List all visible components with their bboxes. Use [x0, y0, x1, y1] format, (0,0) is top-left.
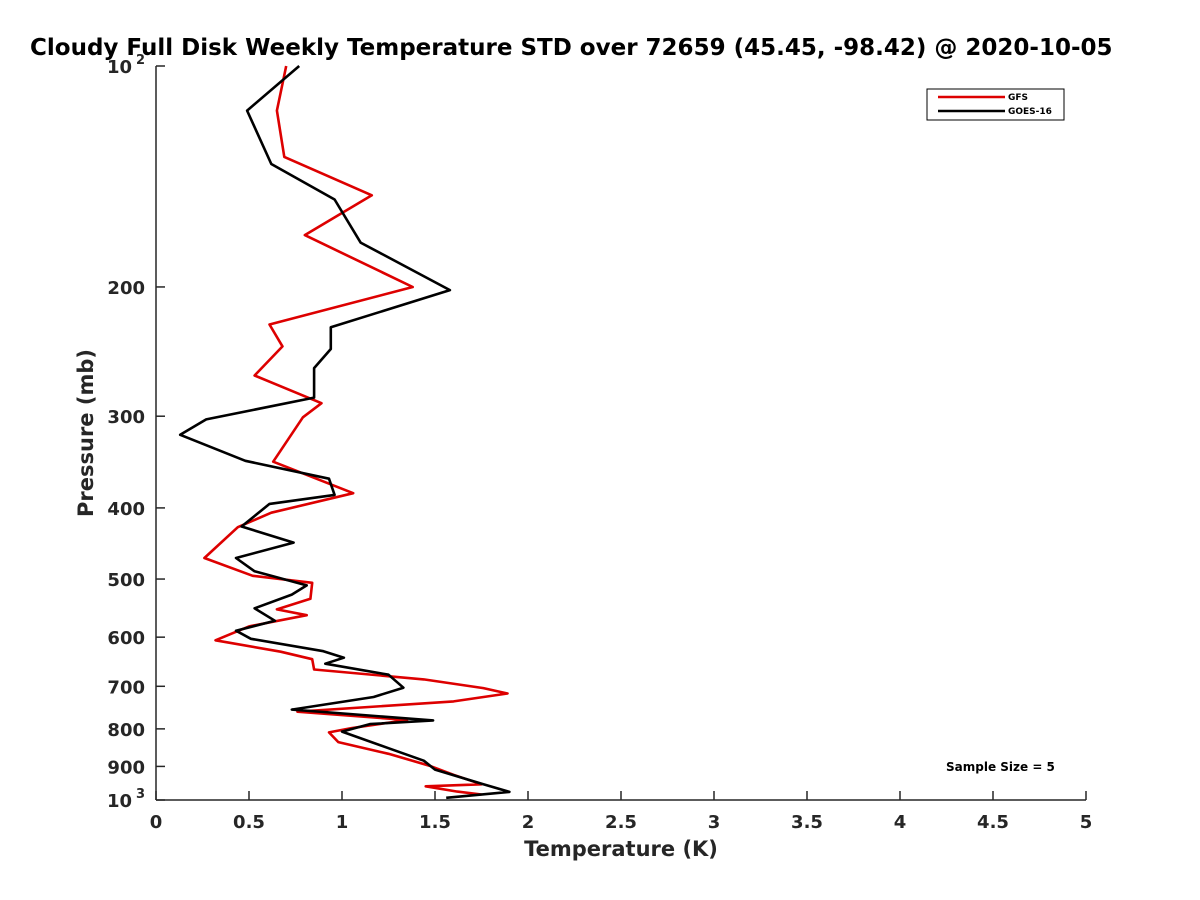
x-tick-label: 4.5	[977, 812, 1009, 833]
series-line-gfs	[203, 65, 509, 796]
legend-goes16-label: GOES-16	[1008, 107, 1052, 117]
series-lines	[178, 65, 511, 800]
y-tick-label: 400	[107, 499, 145, 520]
y-tick-label: 10	[107, 791, 132, 812]
y-tick-label: 300	[107, 407, 145, 428]
y-tick-label: 10	[107, 57, 132, 78]
y-axis-label: Pressure (mb)	[74, 349, 98, 517]
x-tick-label: 0	[150, 812, 163, 833]
x-tick-label: 3	[708, 812, 721, 833]
legend-gfs-label: GFS	[1008, 93, 1028, 103]
y-tick-exponent: 3	[136, 787, 145, 802]
y-tick-label: 600	[107, 628, 145, 649]
x-ticks: 0 0.5 1 1.5 2 2.5 3 3.5 4 4.5 5	[150, 791, 1093, 833]
chart-title: Cloudy Full Disk Weekly Temperature STD …	[30, 35, 1113, 61]
x-tick-label: 0.5	[233, 812, 265, 833]
sample-size-annotation: Sample Size = 5	[946, 760, 1055, 774]
y-ticks: 10 2 200 300 400 500 600 700 800 900 10 3	[107, 53, 165, 812]
x-tick-label: 1.5	[419, 812, 451, 833]
legend-box	[926, 88, 1065, 121]
x-tick-label: 3.5	[791, 812, 823, 833]
legend: GFS GOES-16	[926, 88, 1065, 121]
y-tick-label: 800	[107, 720, 145, 741]
y-tick-label: 500	[107, 570, 145, 591]
y-tick-label: 700	[107, 677, 145, 698]
x-tick-label: 2	[522, 812, 535, 833]
y-tick-label: 900	[107, 757, 145, 778]
y-tick-label: 200	[107, 278, 145, 299]
x-tick-label: 1	[336, 812, 349, 833]
x-tick-label: 4	[894, 812, 907, 833]
x-tick-label: 5	[1080, 812, 1093, 833]
x-axis-label: Temperature (K)	[524, 837, 718, 861]
x-tick-label: 2.5	[605, 812, 637, 833]
series-line-goes16	[178, 65, 511, 800]
y-tick-exponent: 2	[136, 53, 145, 68]
